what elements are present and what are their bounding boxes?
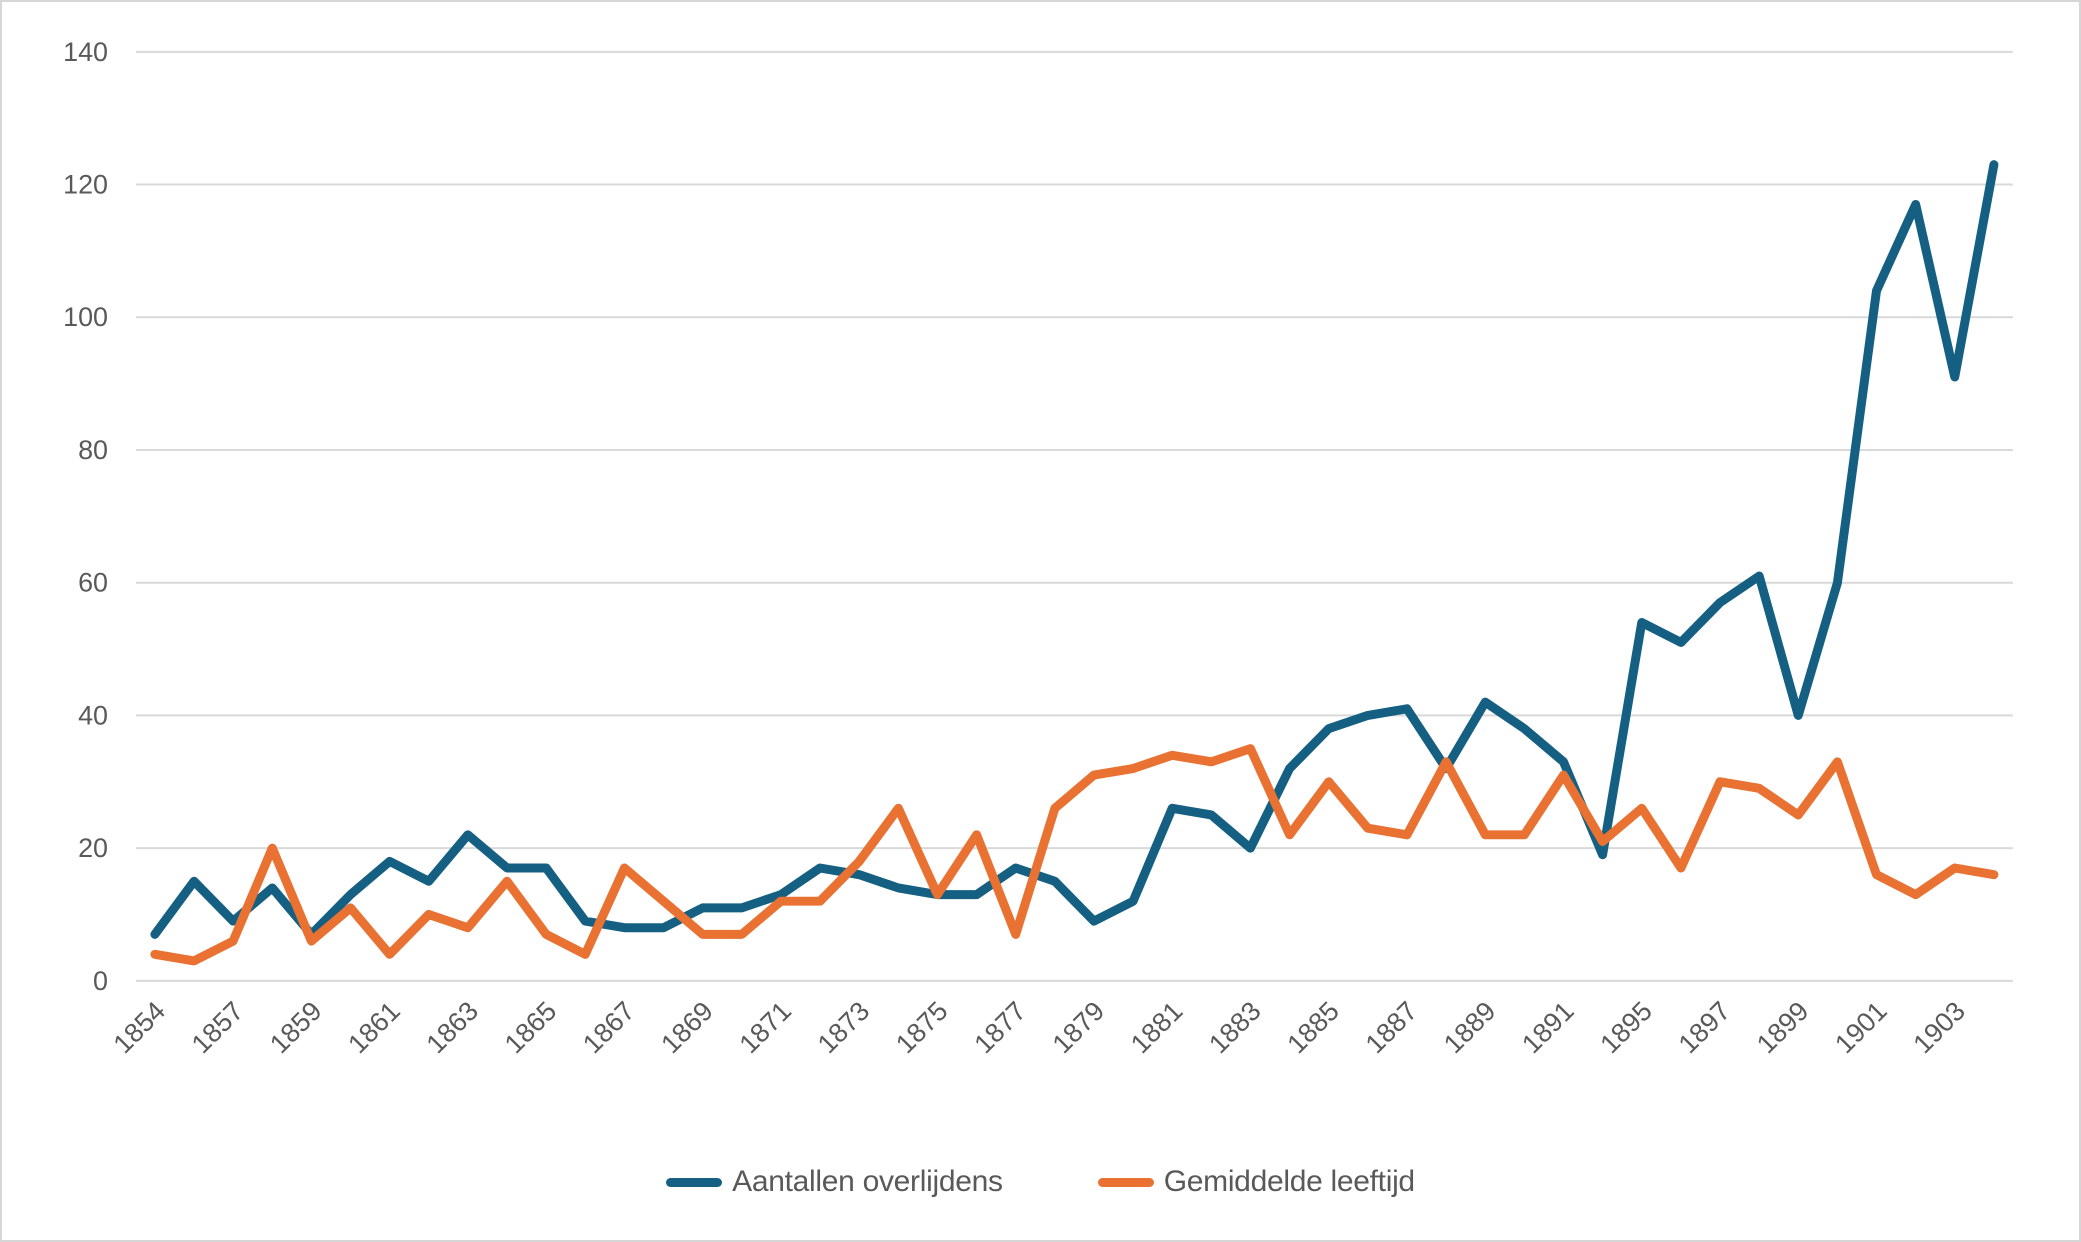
series-line-gemiddelde-leeftijd [150,744,1999,966]
x-axis-tick-label: 1863 [421,996,485,1060]
x-axis-tick-label: 1883 [1203,996,1267,1060]
legend-label-aantallen-overlijdens: Aantallen overlijdens [732,1165,1003,1198]
x-axis-tick-label: 1875 [890,996,954,1060]
x-axis-tick-label: 1895 [1594,996,1658,1060]
y-axis-tick-label: 140 [63,37,108,67]
x-axis-tick-label: 1873 [812,996,876,1060]
x-axis-tick-label: 1867 [577,996,641,1060]
y-axis-tick-label: 60 [78,568,108,598]
x-axis-tick-label: 1897 [1673,996,1737,1060]
x-axis-tick-label: 1861 [342,996,406,1060]
x-axis-tick-label: 1869 [655,996,719,1060]
x-axis-tick-label: 1865 [499,996,563,1060]
y-axis-tick-label: 40 [78,700,108,730]
y-axis-tick-label: 20 [78,833,108,863]
x-axis-tick-label: 1885 [1281,996,1345,1060]
legend: Aantallen overlijdens Gemiddelde leeftij… [2,1165,2079,1199]
legend-swatch-aantallen-overlijdens [666,1177,723,1187]
x-axis-tick-label: 1901 [1829,996,1893,1060]
y-axis-tick-label: 100 [63,302,108,332]
x-axis-tick-label: 1877 [968,996,1032,1060]
x-axis-tick-label: 1887 [1360,996,1424,1060]
x-axis-tick-label: 1859 [264,996,328,1060]
x-axis-tick-label: 1871 [734,996,798,1060]
legend-item-aantallen-overlijdens[interactable]: Aantallen overlijdens [666,1165,1003,1199]
x-axis-tick-label: 1854 [108,996,172,1060]
y-axis-tick-label: 80 [78,435,108,465]
x-axis-tick-label: 1899 [1751,996,1815,1060]
y-axis-tick-label: 120 [63,170,108,200]
x-axis-tick-label: 1879 [1047,996,1111,1060]
y-axis-tick-label: 0 [93,966,108,996]
x-axis-tick-label: 1903 [1907,996,1971,1060]
legend-swatch-gemiddelde-leeftijd [1097,1177,1154,1187]
series-line-aantallen-overlijdens [150,160,1999,939]
x-axis-tick-label: 1891 [1516,996,1580,1060]
x-axis-tick-label: 1881 [1125,996,1189,1060]
x-axis-tick-label: 1889 [1438,996,1502,1060]
legend-label-gemiddelde-leeftijd: Gemiddelde leeftijd [1163,1165,1415,1198]
legend-item-gemiddelde-leeftijd[interactable]: Gemiddelde leeftijd [1097,1165,1415,1199]
x-axis-tick-label: 1857 [186,996,250,1060]
